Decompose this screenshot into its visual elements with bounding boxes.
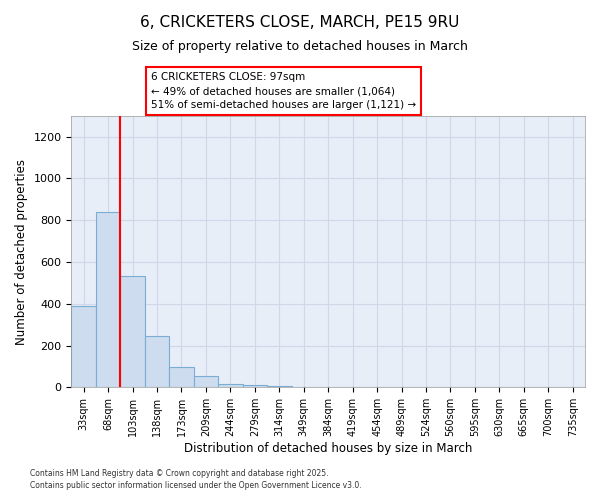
Text: 6 CRICKETERS CLOSE: 97sqm
← 49% of detached houses are smaller (1,064)
51% of se: 6 CRICKETERS CLOSE: 97sqm ← 49% of detac… [151,72,416,110]
Y-axis label: Number of detached properties: Number of detached properties [15,158,28,344]
Text: 6, CRICKETERS CLOSE, MARCH, PE15 9RU: 6, CRICKETERS CLOSE, MARCH, PE15 9RU [140,15,460,30]
Text: Size of property relative to detached houses in March: Size of property relative to detached ho… [132,40,468,53]
Bar [218,384,242,388]
Bar [96,212,121,388]
Bar [71,306,96,388]
X-axis label: Distribution of detached houses by size in March: Distribution of detached houses by size … [184,442,472,455]
Bar [145,336,169,388]
Text: Contains HM Land Registry data © Crown copyright and database right 2025.
Contai: Contains HM Land Registry data © Crown c… [30,469,362,490]
Bar [121,276,145,388]
Bar [242,384,267,388]
Bar [169,368,194,388]
Bar [267,386,292,388]
Bar [194,376,218,388]
